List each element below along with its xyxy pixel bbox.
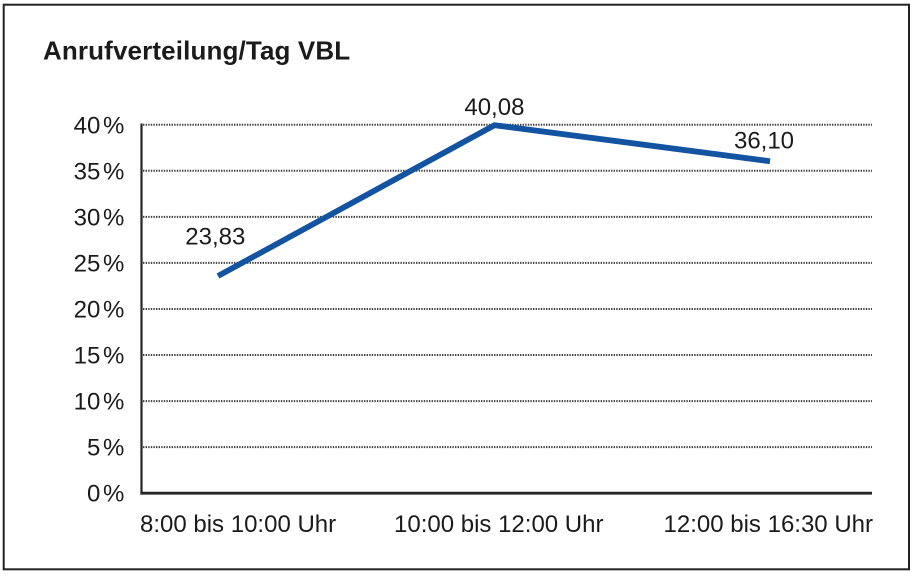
- svg-text:20: 20: [74, 297, 101, 324]
- svg-text:%: %: [103, 112, 124, 139]
- svg-text:%: %: [103, 435, 124, 462]
- svg-text:%: %: [103, 297, 124, 324]
- svg-text:%: %: [103, 158, 124, 185]
- svg-text:35: 35: [74, 158, 101, 185]
- svg-text:%: %: [103, 250, 124, 277]
- svg-text:10: 10: [74, 389, 101, 416]
- svg-text:15: 15: [74, 343, 101, 370]
- svg-text:40: 40: [74, 112, 101, 139]
- svg-text:5: 5: [87, 435, 100, 462]
- svg-text:%: %: [103, 389, 124, 416]
- svg-text:23,83: 23,83: [185, 224, 245, 251]
- svg-text:%: %: [103, 204, 124, 231]
- svg-text:25: 25: [74, 250, 101, 277]
- svg-text:0: 0: [87, 481, 100, 508]
- svg-text:8:00 bis 10:00 Uhr: 8:00 bis 10:00 Uhr: [140, 511, 336, 538]
- svg-text:12:00 bis 16:30 Uhr: 12:00 bis 16:30 Uhr: [664, 511, 873, 538]
- svg-text:40,08: 40,08: [464, 94, 524, 121]
- svg-text:30: 30: [74, 204, 101, 231]
- svg-text:10:00 bis 12:00 Uhr: 10:00 bis 12:00 Uhr: [394, 511, 603, 538]
- svg-text:Anrufverteilung/Tag VBL: Anrufverteilung/Tag VBL: [43, 36, 350, 66]
- svg-text:%: %: [103, 343, 124, 370]
- svg-text:36,10: 36,10: [734, 127, 794, 154]
- svg-text:%: %: [103, 481, 124, 508]
